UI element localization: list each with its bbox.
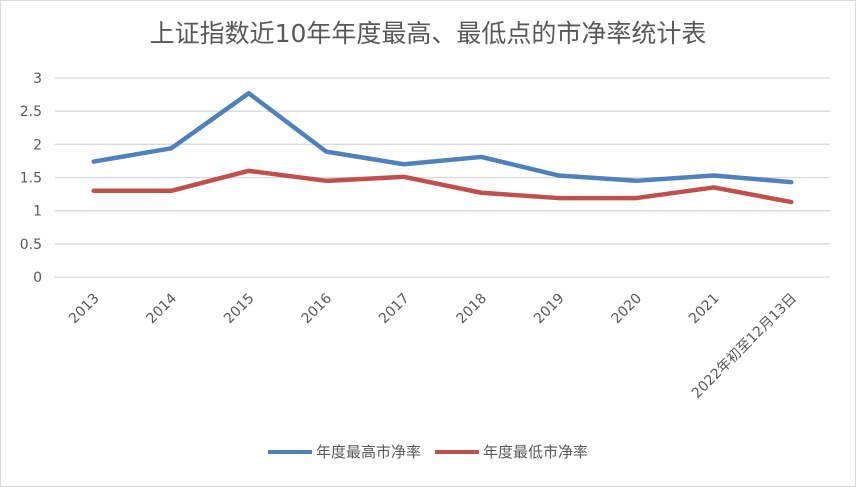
y-tick-label: 2.5 [20, 104, 42, 120]
x-tick-label: 2015 [221, 291, 258, 328]
series-line-1 [91, 168, 794, 205]
x-tick-label: 2020 [609, 291, 646, 328]
y-tick-label: 1 [33, 204, 42, 220]
legend-swatch [435, 449, 479, 454]
y-tick-label: 0.5 [20, 237, 42, 253]
y-tick-label: 0 [33, 270, 42, 286]
legend-item-high: 年度最高市净率 [267, 441, 421, 462]
x-tick-label: 2016 [299, 290, 336, 327]
x-tick-label: 2014 [144, 290, 181, 327]
x-tick-label: 2018 [454, 291, 491, 328]
x-tick-label: 2013 [66, 291, 103, 328]
y-tick-label: 2 [33, 137, 42, 153]
legend-label: 年度最高市净率 [315, 443, 421, 461]
series-line-0 [91, 91, 794, 185]
x-tick-label: 2019 [531, 291, 568, 328]
legend-item-low: 年度最低市净率 [435, 441, 588, 462]
y-tick-label: 1.5 [20, 171, 42, 187]
legend: 年度最高市净率 年度最低市净率 [0, 441, 856, 462]
legend-swatch [267, 449, 312, 454]
y-tick-label: 3 [33, 71, 42, 87]
legend-label: 年度最低市净率 [483, 443, 589, 461]
x-tick-label: 2021 [686, 291, 723, 328]
x-tick-label: 2017 [376, 291, 413, 328]
chart-title: 上证指数近10年年度最高、最低点的市净率统计表 [149, 19, 707, 48]
